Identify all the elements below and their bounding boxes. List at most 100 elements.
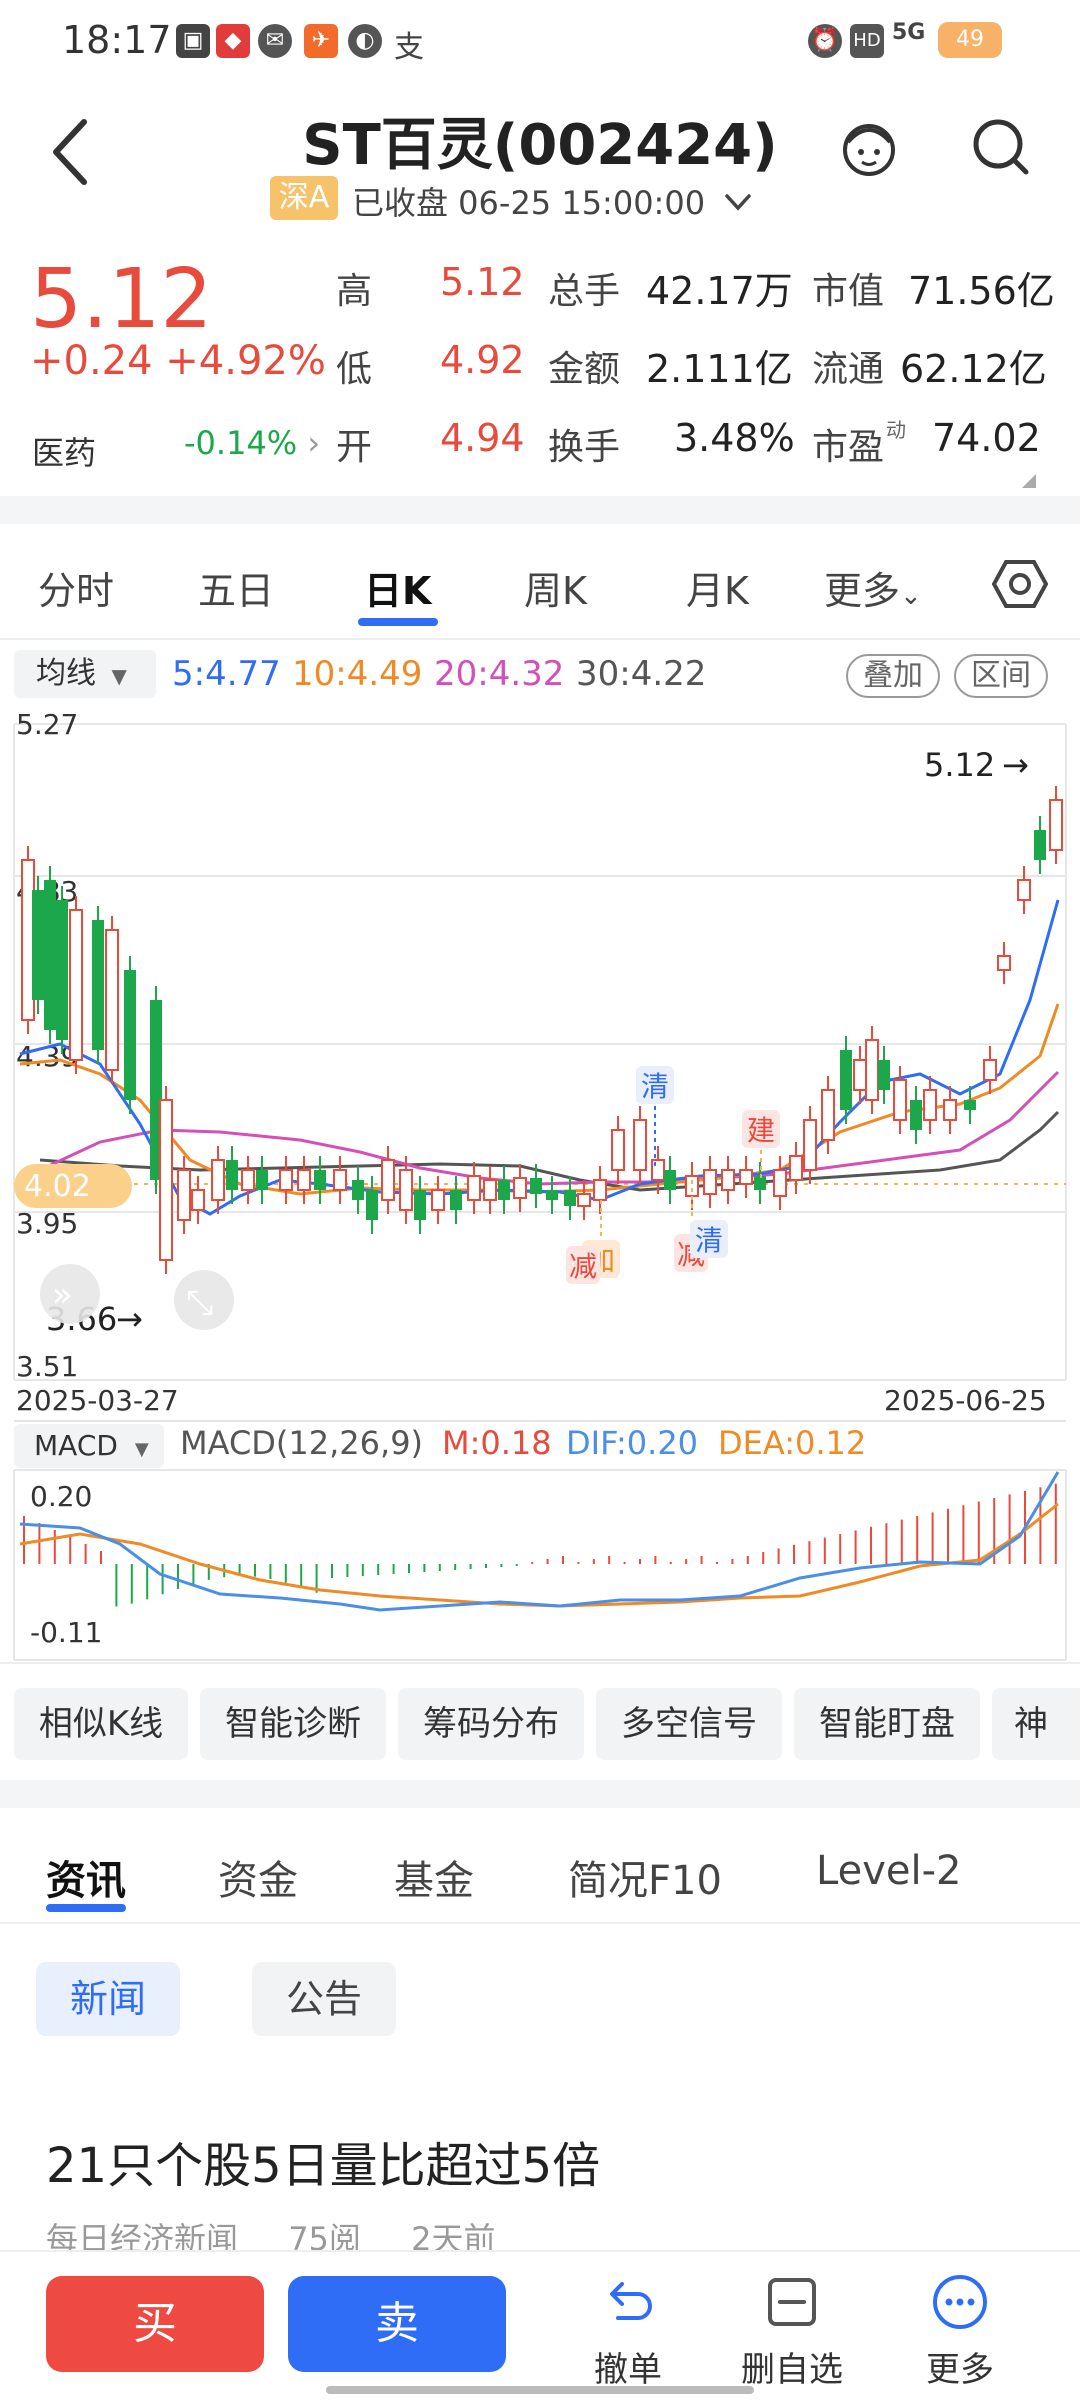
candle-body	[366, 1190, 378, 1220]
float-value: 62.12亿	[900, 347, 1047, 391]
tab-monthly-k[interactable]: 月K	[686, 569, 749, 613]
remove-watchlist-icon	[768, 2278, 816, 2326]
y-label: 5.27	[16, 708, 78, 741]
kline-chart[interactable]: 5.27 4.83 4.39 3.95 3.51 4.02 5.12 → 3.6…	[0, 700, 1080, 1420]
buy-button[interactable]: 买	[46, 2276, 264, 2372]
macd-dif: DIF:0.20	[566, 1424, 699, 1462]
page-title: ST百灵(002424)	[302, 113, 778, 178]
pe-value: 74.02	[932, 416, 1041, 460]
candle-body	[739, 1169, 753, 1185]
candle-body	[1049, 799, 1063, 851]
candle-body	[773, 1169, 787, 1197]
undo-icon	[610, 2282, 652, 2320]
ma-indicator-select[interactable]: 均线 ▼	[14, 650, 156, 698]
tab-intraday[interactable]: 分时	[38, 569, 115, 613]
search-button[interactable]	[966, 112, 1036, 182]
tab-news[interactable]: 资讯	[46, 1858, 126, 1904]
high-value: 5.12	[440, 260, 525, 304]
chip-announcements[interactable]: 公告	[252, 1962, 396, 2036]
macd-select[interactable]: MACD ▼	[14, 1424, 164, 1468]
chevron-down-icon: ⌄	[900, 581, 922, 611]
candle-body	[256, 1170, 268, 1190]
macd-params: MACD(12,26,9)	[180, 1424, 424, 1462]
tab-daily-k[interactable]: 日K	[364, 569, 432, 613]
avatar-button[interactable]	[834, 112, 904, 182]
low-label: 低	[336, 349, 373, 390]
candle-body	[177, 1169, 191, 1221]
home-indicator	[326, 2386, 754, 2394]
market-badge: 深A	[270, 176, 338, 220]
remove-watchlist-button[interactable]: 删自选	[732, 2272, 852, 2391]
tab-level2[interactable]: Level-2	[816, 1848, 962, 1894]
smart-monitor-button[interactable]: 智能盯盘	[794, 1688, 980, 1760]
signal-reduce: 减	[569, 1250, 597, 1283]
candle-body	[546, 1190, 558, 1200]
current-price-tag	[14, 1164, 132, 1208]
y-label: 3.51	[16, 1350, 78, 1383]
ma30-value: 30:4.22	[576, 654, 707, 694]
tab-fund-holdings[interactable]: 基金	[394, 1858, 474, 1904]
candle-body	[414, 1190, 426, 1220]
candle-body	[399, 1169, 413, 1211]
settings-icon[interactable]	[992, 556, 1048, 612]
tabs-border	[0, 638, 1080, 640]
high-marker: 5.12	[924, 746, 995, 784]
market-status[interactable]: 已收盘 06-25 15:00:00	[352, 178, 753, 224]
chip-news[interactable]: 新闻	[36, 1962, 180, 2036]
candle-body	[69, 909, 83, 1061]
chip-distribution-button[interactable]: 筹码分布	[398, 1688, 584, 1760]
sector-label[interactable]: 医药	[32, 434, 97, 472]
long-short-signal-button[interactable]: 多空信号	[596, 1688, 782, 1760]
sell-button[interactable]: 卖	[288, 2276, 506, 2372]
tab-weekly-k[interactable]: 周K	[524, 569, 587, 613]
overlay-button[interactable]: 叠加	[846, 654, 940, 698]
tab-funds[interactable]: 资金	[218, 1858, 298, 1904]
kline-candles	[21, 786, 1063, 1274]
volume-value: 42.17万	[646, 269, 793, 313]
candle-body	[241, 1169, 255, 1191]
alarm-icon: ⏰	[808, 24, 842, 58]
tab-f10[interactable]: 简况F10	[568, 1858, 722, 1904]
arrow-right-icon: →	[1002, 746, 1029, 784]
kline-grid	[13, 723, 1067, 1381]
low-value: 4.92	[440, 338, 525, 382]
turnover-label: 换手	[548, 427, 621, 468]
expand-corner-icon[interactable]	[1018, 470, 1038, 490]
tab-five-day[interactable]: 五日	[198, 569, 275, 613]
market-status-text: 已收盘 06-25 15:00:00	[352, 184, 706, 222]
candle-body	[513, 1177, 527, 1199]
news-headline[interactable]: 21只个股5日量比超过5倍	[46, 2138, 601, 2194]
back-button[interactable]	[44, 112, 100, 192]
mcap-label: 市值	[812, 271, 885, 312]
similar-kline-button[interactable]: 相似K线	[14, 1688, 188, 1760]
tab-more[interactable]: 更多⌄	[824, 560, 922, 615]
candle-body	[105, 929, 119, 1071]
open-value: 4.94	[440, 416, 525, 460]
candle-body	[467, 1175, 481, 1201]
candle-body	[664, 1170, 676, 1190]
more-icon	[933, 2275, 987, 2329]
more-button[interactable]: 更多	[900, 2272, 1020, 2391]
network-icon: 5G	[892, 20, 926, 45]
more-feature-button[interactable]: 神	[992, 1688, 1080, 1760]
expand-icon: ⤡	[186, 1283, 213, 1323]
macd-chart[interactable]: 0.20 -0.11	[0, 1464, 1080, 1664]
amount-value: 2.111亿	[646, 347, 793, 391]
candle-body	[191, 1189, 205, 1211]
signal-clear: 清	[641, 1070, 669, 1103]
cancel-order-button[interactable]: 撤单	[568, 2272, 688, 2391]
current-price: 5.12	[30, 252, 213, 347]
search-icon	[973, 119, 1029, 175]
scroll-left-button[interactable]: »	[40, 1264, 100, 1324]
high-label: 高	[336, 271, 373, 312]
float-label: 流通	[812, 349, 885, 390]
macd-m: M:0.18	[442, 1424, 552, 1462]
price-change: +0.24 +4.92%	[30, 338, 326, 384]
smart-diagnosis-button[interactable]: 智能诊断	[200, 1688, 386, 1760]
sector-change[interactable]: -0.14% ›	[184, 424, 320, 462]
range-button[interactable]: 区间	[954, 654, 1048, 698]
macd-y-bottom: -0.11	[30, 1616, 102, 1649]
candle-body	[611, 1129, 625, 1171]
tab-more-label: 更多	[824, 569, 901, 613]
fullscreen-button[interactable]: ⤡	[174, 1270, 234, 1330]
